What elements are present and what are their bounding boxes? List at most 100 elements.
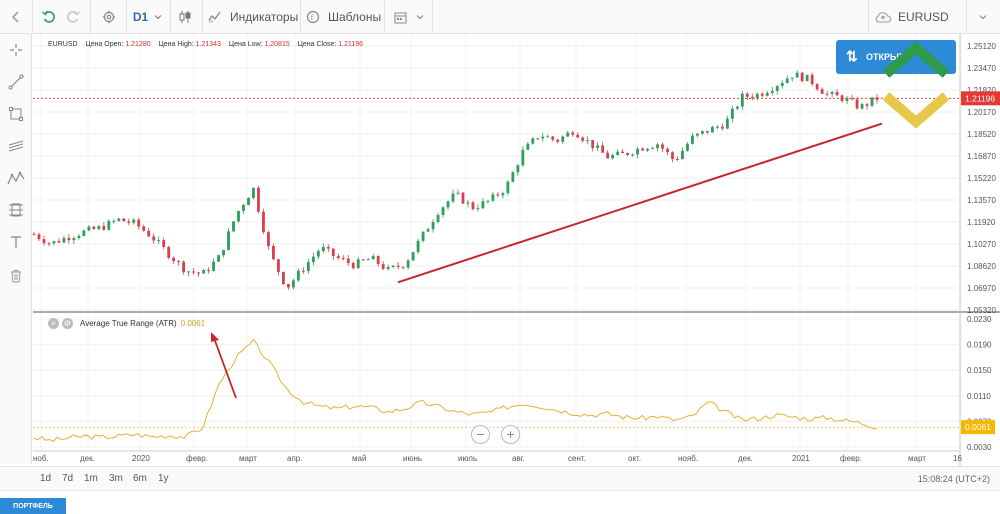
pattern-tool-icon[interactable] (4, 166, 28, 190)
candlestick-type-icon[interactable] (174, 0, 196, 34)
close-indicator-icon[interactable]: × (48, 317, 59, 329)
rectangle-tool-icon[interactable] (4, 102, 28, 126)
atr-value-tag (961, 420, 995, 435)
candle-body (785, 78, 789, 83)
timeframe-select[interactable]: D1 (130, 0, 166, 34)
candle-body (301, 270, 305, 272)
up-down-arrows-icon: ⇅ (846, 48, 858, 64)
atr-tick-label: 0.0110 (967, 392, 991, 401)
candle-body (725, 118, 729, 129)
atr-value: 0.0061 (180, 318, 206, 328)
time-tick-label: июль (458, 454, 477, 463)
candle-body (780, 82, 784, 87)
atr-tick-label: 0.0190 (967, 341, 992, 350)
settings-gear-icon[interactable] (98, 0, 120, 34)
drawing-tools-panel (0, 34, 32, 464)
candle-body (182, 261, 186, 273)
indicators-button[interactable]: fx Индикаторы (208, 0, 300, 34)
candle-body (346, 258, 350, 263)
candle-body (197, 272, 201, 274)
portfolio-tab[interactable]: ПОРТФЕЛЬ (0, 498, 66, 514)
indicator-settings-icon[interactable]: ⚙ (62, 317, 73, 329)
open-value: 1.21280 (125, 41, 151, 48)
candle-body (536, 138, 540, 140)
range-1m[interactable]: 1m (84, 473, 98, 484)
candle-body (591, 140, 595, 149)
candle-body (521, 149, 525, 166)
candle-body (810, 74, 814, 85)
candle-body (267, 232, 270, 247)
zoom-in-button[interactable]: + (501, 425, 520, 444)
candle-body (616, 151, 620, 156)
candle-body (646, 148, 649, 151)
candle-body (676, 158, 679, 160)
time-tick-label: дек. (80, 454, 95, 463)
range-6m[interactable]: 6m (133, 473, 147, 484)
time-tick-label: 2021 (792, 454, 810, 463)
candle-body (481, 201, 485, 209)
candle-body (257, 187, 260, 212)
candle-body (361, 259, 365, 261)
text-tool-icon[interactable] (4, 230, 28, 254)
candle-body (710, 126, 714, 133)
candle-body (566, 132, 570, 137)
redo-icon[interactable] (62, 0, 84, 34)
candle-body (755, 93, 759, 98)
calendar-button[interactable] (388, 0, 430, 34)
back-icon[interactable] (4, 0, 28, 34)
crosshair-tool-icon[interactable] (4, 38, 28, 62)
candle-body (331, 248, 335, 257)
undo-icon[interactable] (38, 0, 60, 34)
range-bar: 1d 7d 1m 3m 6m 1y 15:08:24 (UTC+2) (0, 466, 1000, 490)
svg-text:f: f (311, 13, 314, 22)
candle-body (167, 246, 171, 258)
range-7d[interactable]: 7d (62, 473, 74, 484)
candle-body (107, 221, 111, 230)
candle-body (242, 205, 245, 211)
open-label: Цена Open: (85, 41, 124, 48)
candle-body (636, 148, 639, 155)
candle-body (596, 145, 600, 149)
price-tick-label: 1.18520 (967, 130, 996, 139)
range-1d[interactable]: 1d (40, 473, 52, 484)
candle-body (526, 143, 530, 150)
candle-body (272, 246, 275, 260)
candle-body (626, 153, 629, 155)
candle-body (456, 192, 460, 194)
candle-body (775, 86, 779, 91)
candle-body (745, 93, 749, 97)
candle-body (541, 136, 545, 139)
candle-body (800, 72, 804, 82)
range-3m[interactable]: 3m (109, 473, 123, 484)
symbol-select[interactable]: EURUSD (874, 0, 964, 34)
time-tick-label: май (352, 454, 366, 463)
channel-tool-icon[interactable] (4, 134, 28, 158)
candle-body (820, 89, 824, 94)
trendline-tool-icon[interactable] (4, 70, 28, 94)
atr-value-tag-text: 0.0061 (965, 422, 991, 432)
candle-body (586, 140, 590, 142)
range-1y[interactable]: 1y (158, 473, 169, 484)
templates-button[interactable]: f Шаблоны (306, 0, 382, 34)
symbol-dropdown-chevron[interactable] (970, 0, 996, 34)
candle-body (132, 219, 136, 223)
zoom-out-button[interactable]: − (471, 425, 490, 444)
time-tick-label: авг. (512, 454, 525, 463)
price-chart[interactable]: 1.25120 1.23470 1.21820 1.20170 1.18520 1.168… (0, 0, 1000, 466)
candle-body (551, 136, 555, 140)
trash-icon[interactable] (4, 264, 28, 288)
candle-body (805, 74, 809, 82)
candle-body (611, 155, 615, 159)
candle-body (401, 266, 405, 268)
candle-body (571, 132, 575, 135)
fibonacci-tool-icon[interactable] (4, 198, 28, 222)
annotation-arrow (213, 337, 237, 399)
candle-body (441, 207, 445, 215)
candle-body (386, 266, 390, 269)
candle-body (122, 218, 126, 222)
candle-body (217, 255, 220, 262)
candle-body (47, 243, 51, 245)
cloud-upload-icon (875, 12, 892, 23)
price-tick-label: 1.08620 (967, 262, 996, 271)
